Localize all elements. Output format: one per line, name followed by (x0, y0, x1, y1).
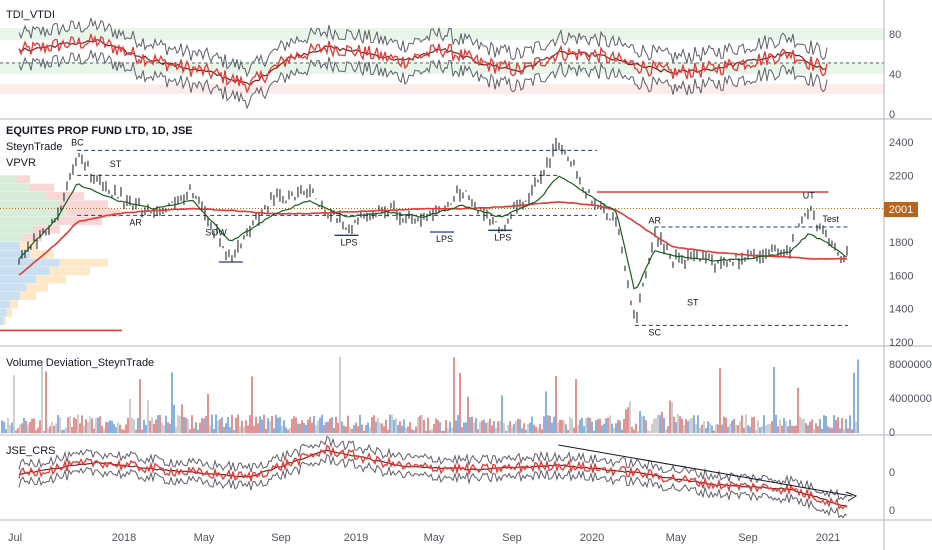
annotation-label: LPS (341, 237, 358, 247)
vpvr-bar-down (59, 200, 108, 209)
price-y-tick: 2400 (889, 137, 913, 149)
crs-y-tick: 0 (889, 505, 895, 517)
vpvr-bar-up (0, 208, 66, 217)
crs-trendline (558, 444, 853, 497)
time-axis-tick: Sep (502, 532, 522, 544)
vpvr-bar-down (49, 267, 90, 275)
price-y-tick: 1800 (889, 237, 913, 249)
vpvr-bar-up (0, 192, 47, 200)
y-axes[interactable]: 8040024002200200018001600140012008000000… (889, 29, 932, 517)
annotation-label: BC (71, 137, 84, 147)
tdi-pane[interactable]: TDI_VTDI (0, 9, 884, 110)
crs-pane[interactable]: JSE_CRS (6, 435, 858, 519)
time-axis-tick: 2021 (816, 532, 840, 544)
annotation-label: Test (822, 214, 839, 224)
vpvr-bar-up (0, 258, 60, 267)
vpvr-bar-up (0, 200, 60, 209)
price-title: EQUITES PROP FUND LTD, 1D, JSE (6, 125, 193, 137)
vpvr-profile (0, 175, 120, 325)
vpvr-bar-up (0, 233, 24, 242)
time-axis-tick: Sep (738, 532, 758, 544)
volume-y-tick: 8000000 (889, 359, 932, 371)
last-price-label: 2001 (889, 204, 913, 216)
crs-trendline-arrow (845, 491, 858, 502)
time-axis-tick: 2019 (344, 532, 368, 544)
vpvr-bar-down (36, 275, 66, 284)
vpvr-bar-up (0, 225, 33, 234)
annotation-label: SOW (205, 227, 227, 237)
time-axis-tick: May (666, 532, 687, 544)
annotation-label: UT (803, 191, 815, 201)
vpvr-bar-down (6, 308, 12, 317)
annotation-label: LPS (436, 234, 453, 244)
annotation-label: ST (687, 297, 699, 307)
crs-signal-line (18, 449, 848, 508)
vpvr-bar-down (3, 317, 6, 325)
tdi-y-tick: 80 (889, 29, 901, 41)
vpvr-bar-up (0, 317, 4, 325)
vpvr-bar-down (46, 192, 84, 200)
vpvr-bar-down (9, 300, 18, 309)
annotation-label: LPS (494, 232, 511, 242)
ma-long-line (18, 200, 848, 276)
time-axis-tick: May (424, 532, 445, 544)
vpvr-bar-down (26, 283, 48, 292)
ma-short-line (18, 175, 848, 290)
vpvr-bar-up (0, 175, 17, 184)
price-candles (18, 137, 848, 323)
time-axis-tick: 2020 (580, 532, 604, 544)
tdi-y-tick: 0 (889, 109, 895, 121)
volume-y-tick: 4000000 (889, 393, 932, 405)
vpvr-bar-up (0, 283, 27, 292)
vpvr-bar-down (23, 233, 42, 242)
price-pane[interactable]: EQUITES PROP FUND LTD, 1D, JSE SteynTrad… (0, 125, 884, 337)
crs-line (18, 444, 848, 510)
vpvr-bar-up (0, 183, 30, 192)
price-y-tick: 1200 (889, 337, 913, 349)
vpvr-bar-down (16, 175, 30, 184)
vpvr-bar-down (19, 292, 36, 300)
time-axis-tick: Sep (271, 532, 291, 544)
time-axis-tick: 2018 (112, 532, 136, 544)
vpvr-bar-up (0, 300, 10, 309)
volume-pane[interactable]: Volume Deviation_SteynTrade (1, 356, 859, 433)
crs-y-tick: 0 (889, 467, 895, 479)
tdi-title: TDI_VTDI (6, 9, 55, 21)
vpvr-bar-down (29, 250, 54, 259)
crs-title: JSE_CRS (6, 445, 56, 457)
vpvr-bar-up (0, 275, 37, 284)
volume-title: Volume Deviation_SteynTrade (6, 357, 154, 369)
annotation-label: AR (648, 216, 661, 226)
vpvr-bar-down (29, 183, 54, 192)
vpvr-bar-down (59, 258, 108, 267)
crs-lower-band (18, 453, 848, 519)
tdi-y-tick: 40 (889, 69, 901, 81)
volume-y-tick: 0 (889, 427, 895, 439)
crs-upper-band (18, 435, 848, 501)
tdi-lower-band (18, 49, 828, 110)
price-y-tick: 1600 (889, 270, 913, 282)
time-axis[interactable]: Jul 2018 May Sep 2019 May Sep 2020 May Sep 2021 (8, 532, 840, 544)
annotation-label: ST (110, 159, 122, 169)
price-y-tick: 1400 (889, 304, 913, 316)
vpvr-bar-up (0, 242, 20, 250)
vpvr-bar-down (66, 208, 120, 217)
vpvr-bar-up (0, 308, 7, 317)
tdi-rsi-line (18, 33, 828, 94)
price-y-tick: 2200 (889, 170, 913, 182)
time-axis-tick: Jul (8, 532, 22, 544)
annotation-label: SC (648, 327, 661, 337)
last-price-badge: 2001 (884, 202, 918, 217)
price-subtitle-vpvr: VPVR (6, 157, 36, 169)
vpvr-bar-up (0, 292, 20, 300)
vpvr-bar-up (0, 250, 30, 259)
vpvr-bar-up (0, 217, 57, 225)
annotation-label: AR (129, 217, 142, 227)
price-subtitle-steyntrade: SteynTrade (6, 141, 62, 153)
tdi-upper-band (18, 17, 828, 78)
time-axis-tick: May (194, 532, 215, 544)
